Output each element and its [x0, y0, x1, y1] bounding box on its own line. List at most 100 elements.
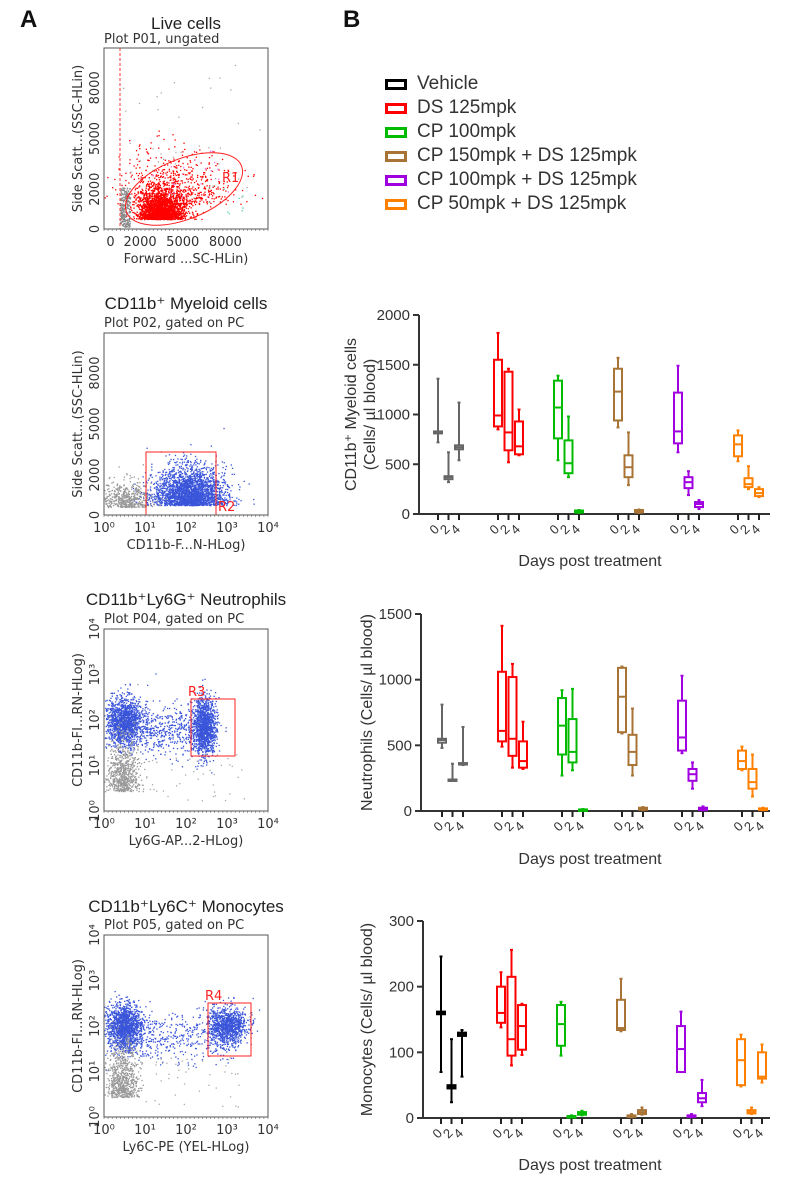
x-tick-label: 10² [175, 521, 197, 536]
box-iqr [627, 733, 638, 767]
legend-label: CP 150mpk + DS 125mpk [417, 145, 637, 166]
box [737, 745, 747, 772]
legend-label: CP 50mpk + DS 125mpk [417, 193, 627, 214]
box [553, 374, 563, 462]
y-tick-label: 8000 [88, 356, 103, 389]
box [627, 707, 638, 777]
box [503, 367, 514, 464]
box-iqr [514, 420, 524, 456]
gate-ellipse [124, 152, 244, 226]
box-iqr [733, 434, 743, 458]
legend-label: Vehicle [417, 73, 479, 94]
box [577, 1109, 587, 1117]
flow-plot-title: CD11b⁺Ly6C⁺ Monocytes [88, 897, 284, 916]
box-group: 024 [666, 364, 704, 537]
box [497, 624, 507, 748]
box [616, 977, 626, 1033]
x-tick-label: 10³ [216, 1123, 238, 1138]
box-group: 024 [429, 955, 467, 1141]
box-group: 024 [606, 356, 644, 537]
box [746, 1106, 757, 1116]
x-tick-label: 10⁴ [257, 1123, 279, 1138]
y-tick-label: 8000 [88, 71, 103, 104]
y-tick-label: 10³ [88, 664, 103, 686]
box-group: 024 [549, 1000, 587, 1141]
y-axis-label: CD11b⁺ Myeloid cells [343, 338, 360, 491]
box [443, 451, 454, 484]
box [747, 753, 758, 798]
box [634, 508, 644, 515]
x-axis-label: Ly6G-AP...2-HLog) [129, 834, 244, 849]
y-tick-label: 500 [387, 737, 412, 754]
box [556, 1000, 566, 1057]
legend-swatch [385, 102, 407, 114]
box [454, 401, 464, 462]
flow-plot-subtitle: Plot P02, gated on PC [104, 316, 245, 331]
gate-label: R2 [218, 500, 235, 515]
box [697, 1078, 707, 1108]
y-tick-label: 10² [88, 709, 103, 731]
box-iqr [497, 670, 507, 743]
box [517, 1002, 527, 1056]
x-axis-label: Days post treatment [518, 1157, 662, 1174]
y-tick-label: 10⁰ [88, 800, 103, 822]
legend-item: Vehicle [385, 72, 637, 96]
legend-item: CP 150mpk + DS 125mpk [385, 144, 637, 168]
panel-b-label: B [343, 6, 361, 33]
events [104, 673, 245, 802]
box [623, 431, 634, 487]
box [563, 415, 574, 479]
flow-plot-area: R1 0 2000 5000 8000 0 2000 5000 8000 Forward ...S… [71, 47, 269, 267]
y-tick-label: 5000 [88, 122, 103, 155]
box-group: 024 [610, 665, 648, 834]
legend: Vehicle DS 125mpk CP 100mpk CP 150mpk + DS … [385, 72, 637, 216]
box [733, 429, 743, 463]
y-tick-label: 200 [389, 979, 414, 996]
x-axis-label: Days post treatment [518, 553, 662, 570]
y-tick-label: 1500 [379, 606, 412, 623]
box [617, 665, 627, 735]
y-tick-label: 10³ [88, 970, 103, 992]
box-iqr [507, 676, 518, 757]
box [436, 955, 446, 1074]
box [507, 662, 518, 769]
x-tick-label: 0 [106, 235, 114, 250]
box-group: 024 [669, 1010, 707, 1141]
gate-label: R3 [188, 685, 205, 700]
box [638, 806, 648, 812]
legend-swatch [385, 174, 407, 186]
x-tick-label: 10⁴ [257, 521, 279, 536]
box [458, 725, 468, 767]
box-iqr [503, 370, 514, 452]
x-tick-label: 10³ [216, 817, 238, 832]
box-iqr [613, 367, 623, 422]
y-axis-label: Monocytes (Cells/ µl blood) [359, 923, 376, 1116]
x-tick-label: 10¹ [134, 521, 156, 536]
box-iqr [673, 391, 683, 445]
x-axis-label: CD11b-F...N-HLog) [127, 538, 246, 553]
box [578, 808, 588, 812]
gate-label: R4 [205, 989, 222, 1004]
box [447, 762, 458, 782]
box-iqr [518, 740, 528, 769]
box-iqr [617, 666, 627, 734]
box-iqr [553, 379, 563, 440]
box-iqr [517, 1004, 527, 1051]
box-iqr [556, 1004, 566, 1047]
flow-plot-subtitle: Plot P01, ungated [104, 32, 220, 47]
x-tick-label: 10² [175, 817, 197, 832]
box [754, 486, 764, 499]
y-tick-label: 2000 [88, 458, 103, 491]
box-iqr [616, 998, 626, 1032]
gate-rect [190, 698, 236, 757]
box-iqr [747, 767, 758, 790]
box [758, 806, 768, 812]
box [687, 761, 698, 790]
x-tick-label: 10⁰ [93, 1123, 115, 1138]
box [683, 470, 694, 497]
box [736, 1033, 746, 1088]
legend-item: CP 100mpk [385, 120, 637, 144]
box [613, 356, 623, 429]
box [496, 971, 506, 1029]
